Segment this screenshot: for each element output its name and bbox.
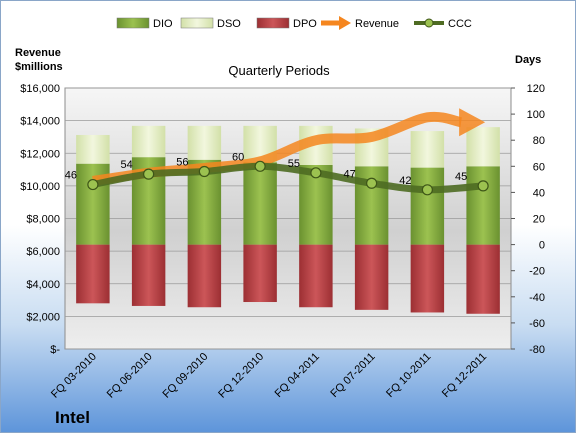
- left-tick-label: $-: [50, 344, 60, 356]
- bar-dpo: [299, 244, 333, 308]
- right-tick-label: -60: [529, 318, 545, 330]
- left-tick-label: $14,000: [20, 116, 60, 128]
- ccc-data-label: 56: [176, 157, 188, 169]
- ccc-data-label: 47: [344, 168, 356, 180]
- category-label: FQ 06-2010: [105, 351, 155, 401]
- bar-dpo: [131, 244, 166, 306]
- legend-swatch-dso: [180, 17, 214, 29]
- legend-arrowhead-revenue: [339, 16, 351, 30]
- ccc-marker: [477, 180, 489, 192]
- bar-dpo: [466, 244, 500, 314]
- legend-label-dio: DIO: [153, 18, 173, 30]
- legend-swatch-dio: [116, 17, 150, 29]
- category-label: FQ 04-2011: [273, 351, 322, 400]
- ccc-data-label: 55: [288, 158, 300, 170]
- right-tick-label: 0: [539, 240, 545, 252]
- ccc-marker: [421, 184, 433, 196]
- left-tick-label: $4,000: [26, 279, 60, 291]
- ccc-marker: [254, 160, 266, 172]
- left-axis-title: Revenue: [15, 47, 61, 59]
- legend-label-dpo: DPO: [293, 18, 317, 30]
- legend-marker-ccc: [424, 18, 434, 28]
- ccc-marker: [310, 167, 322, 179]
- ccc-marker: [366, 177, 378, 189]
- bar-dso: [76, 134, 110, 164]
- bar-dpo: [187, 244, 222, 308]
- ccc-data-label: 46: [65, 170, 77, 182]
- legend-label-revenue: Revenue: [355, 18, 399, 30]
- left-axis-title-units: $millions: [15, 61, 63, 73]
- bar-dpo: [410, 244, 445, 313]
- right-tick-label: 60: [533, 161, 545, 173]
- left-tick-label: $16,000: [20, 83, 60, 95]
- bar-dso: [187, 125, 222, 160]
- left-tick-label: $10,000: [20, 181, 60, 193]
- ccc-data-label: 42: [399, 175, 411, 187]
- category-label: FQ 07-2011: [328, 351, 377, 400]
- right-tick-label: 120: [527, 83, 545, 95]
- category-label: FQ 12-2011: [440, 351, 489, 400]
- category-label: FQ 09-2010: [161, 351, 211, 401]
- right-tick-label: 100: [527, 109, 545, 121]
- right-tick-label: 80: [533, 135, 545, 147]
- left-tick-label: $6,000: [26, 246, 60, 258]
- right-tick-label: -40: [529, 292, 545, 304]
- legend-label-ccc: CCC: [448, 18, 472, 30]
- left-tick-label: $2,000: [26, 311, 60, 323]
- right-tick-label: -20: [529, 266, 545, 278]
- left-tick-label: $8,000: [26, 214, 60, 226]
- right-tick-label: 40: [533, 187, 545, 199]
- chart-subtitle: Quarterly Periods: [228, 63, 330, 78]
- bar-dpo: [243, 244, 277, 303]
- bar-dio: [410, 167, 445, 245]
- category-label: FQ 12-2010: [216, 351, 266, 401]
- bar-dso: [410, 131, 445, 168]
- ccc-data-label: 54: [121, 159, 133, 171]
- bar-dpo: [354, 244, 389, 310]
- ccc-data-label: 60: [232, 151, 244, 163]
- legend-swatch-dpo: [256, 17, 290, 29]
- ccc-data-label: 45: [455, 171, 467, 183]
- left-tick-label: $12,000: [20, 148, 60, 160]
- right-tick-label: 20: [533, 214, 545, 226]
- bar-dpo: [76, 244, 110, 304]
- ccc-marker: [198, 165, 210, 178]
- revenue-arrowhead: [459, 108, 486, 137]
- category-label: FQ 03-2010: [49, 351, 99, 401]
- legend-label-dso: DSO: [217, 18, 241, 30]
- right-tick-label: -80: [529, 344, 545, 356]
- category-label: FQ 10-2011: [384, 351, 433, 400]
- bar-dio: [243, 162, 277, 245]
- company-name: Intel: [55, 408, 90, 427]
- bar-dso: [131, 125, 166, 158]
- ccc-marker: [87, 178, 99, 191]
- right-axis-title: Days: [515, 54, 541, 66]
- bar-dio: [466, 166, 500, 245]
- ccc-marker: [143, 168, 155, 180]
- bar-dso: [466, 127, 500, 167]
